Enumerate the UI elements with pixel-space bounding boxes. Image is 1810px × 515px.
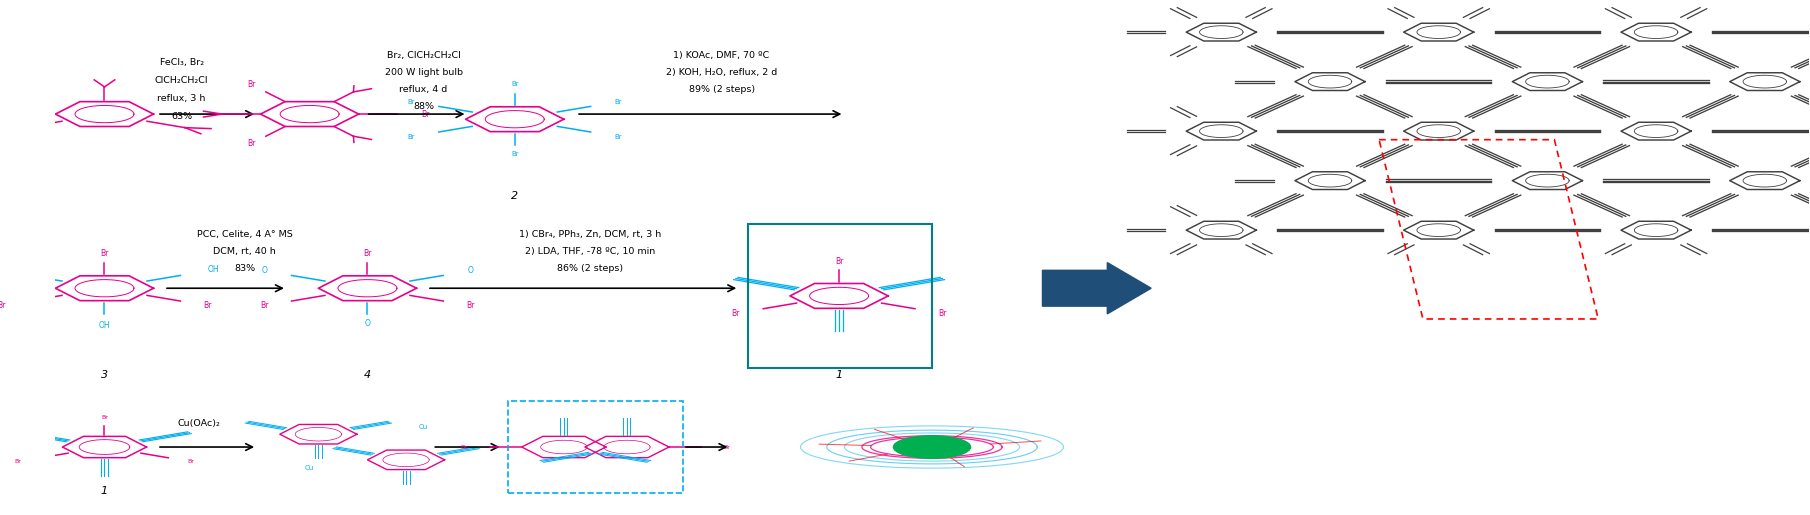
Text: Br: Br (14, 459, 22, 464)
Text: O: O (261, 266, 268, 276)
Text: ClCH₂CH₂Cl: ClCH₂CH₂Cl (156, 76, 208, 85)
Text: FeCl₃, Br₂: FeCl₃, Br₂ (159, 58, 205, 67)
Text: Br: Br (101, 415, 109, 420)
Text: DCM, rt, 40 h: DCM, rt, 40 h (214, 247, 277, 256)
Text: O: O (364, 319, 371, 328)
Text: 1) CBr₄, PPh₃, Zn, DCM, rt, 3 h: 1) CBr₄, PPh₃, Zn, DCM, rt, 3 h (519, 230, 661, 239)
Text: Br: Br (188, 459, 194, 464)
Text: OH: OH (100, 321, 110, 330)
Text: Br: Br (203, 301, 212, 310)
Text: 2) KOH, H₂O, reflux, 2 d: 2) KOH, H₂O, reflux, 2 d (666, 67, 776, 77)
Text: Br: Br (834, 256, 843, 266)
Text: 4: 4 (364, 370, 371, 380)
Text: Br: Br (0, 301, 5, 310)
Text: reflux, 4 d: reflux, 4 d (400, 85, 447, 94)
Text: Br: Br (100, 249, 109, 258)
Circle shape (894, 436, 970, 458)
Text: PCC, Celite, 4 A° MS: PCC, Celite, 4 A° MS (197, 230, 293, 239)
Text: 2) LDA, THF, -78 ºC, 10 min: 2) LDA, THF, -78 ºC, 10 min (525, 247, 655, 256)
Text: Br: Br (407, 133, 414, 140)
Text: O: O (467, 266, 474, 276)
Text: 200 W light bulb: 200 W light bulb (384, 67, 463, 77)
Text: Cu(OAc)₂: Cu(OAc)₂ (177, 420, 221, 428)
Text: Br: Br (510, 151, 518, 157)
Text: 2: 2 (510, 191, 518, 201)
Text: Br: Br (731, 309, 740, 318)
Text: Cu: Cu (418, 423, 429, 430)
Text: 89% (2 steps): 89% (2 steps) (688, 85, 755, 94)
Text: 3: 3 (101, 370, 109, 380)
Text: 83%: 83% (233, 264, 255, 273)
Bar (509, 401, 682, 493)
Text: 88%: 88% (413, 102, 434, 111)
FancyArrow shape (1043, 263, 1151, 314)
Text: 86% (2 steps): 86% (2 steps) (557, 264, 623, 273)
Text: Br: Br (407, 99, 414, 105)
Text: 1: 1 (836, 370, 843, 380)
Bar (748, 224, 932, 368)
Text: Br: Br (614, 99, 623, 105)
Text: 63%: 63% (172, 112, 192, 121)
Text: Br: Br (938, 309, 947, 318)
Text: Br: Br (614, 133, 623, 140)
Text: Cu: Cu (304, 465, 315, 471)
Text: Br: Br (467, 301, 474, 310)
Text: Br₂, ClCH₂CH₂Cl: Br₂, ClCH₂CH₂Cl (387, 50, 460, 60)
Text: Br: Br (364, 249, 371, 258)
Text: Br: Br (724, 444, 729, 450)
Text: Br: Br (261, 301, 268, 310)
Text: Br: Br (248, 139, 255, 148)
Text: Br: Br (460, 444, 467, 450)
Text: OH: OH (208, 265, 219, 274)
Text: Br: Br (510, 81, 518, 88)
Text: Br: Br (248, 80, 255, 89)
Text: 1: 1 (101, 486, 109, 495)
Text: Br: Br (422, 110, 429, 118)
Text: 1) KOAc, DMF, 70 ºC: 1) KOAc, DMF, 70 ºC (673, 50, 769, 60)
Text: reflux, 3 h: reflux, 3 h (157, 94, 206, 103)
